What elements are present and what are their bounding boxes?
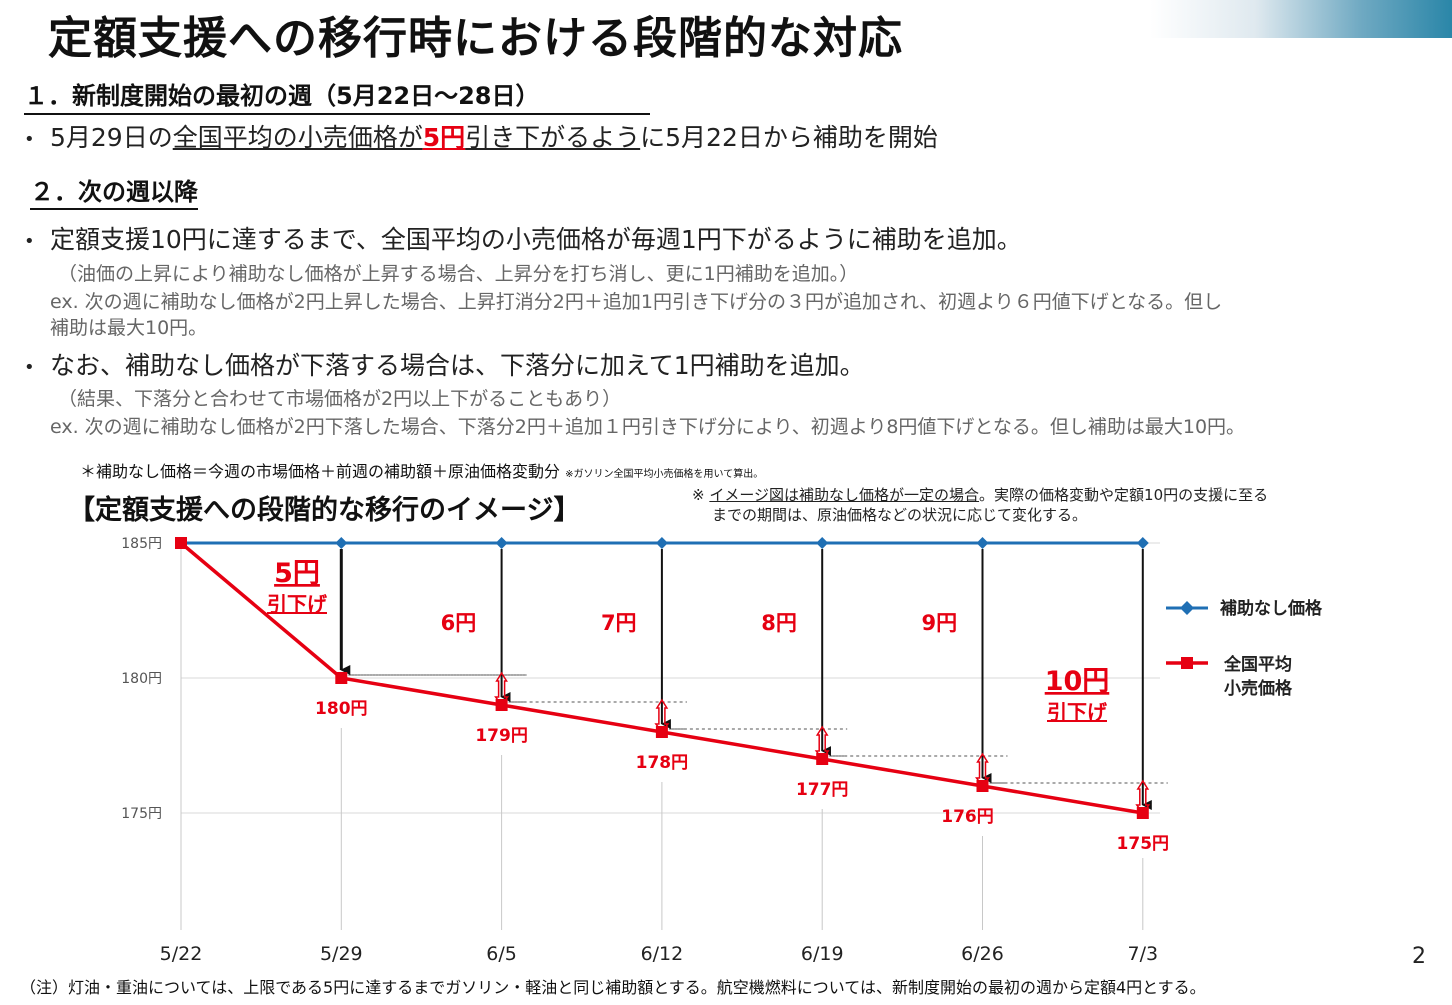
data-point-retail-price xyxy=(976,780,989,792)
bullet-text: 定額支援10円に達するまで、全国平均の小売価格が毎週1円下がるように補助を追加。 xyxy=(50,225,1022,254)
bullet-2-note-2: ex. 次の週に補助なし価格が2円下落した場合、下落分2円＋追加１円引き下げ分に… xyxy=(50,416,1246,438)
data-point-no-subsidy xyxy=(1136,537,1149,549)
formula-note: ＊補助なし価格＝今週の市場価格＋前週の補助額＋原油価格変動分 ※ガソリン全国平均… xyxy=(80,458,763,482)
data-point-no-subsidy xyxy=(655,537,668,549)
bullet-dot: • xyxy=(24,128,35,150)
section1-bullet: • 5月29日の全国平均の小売価格が5円引き下がるように5月22日から補助を開始 xyxy=(24,118,938,154)
y-tick-label: 180円 xyxy=(121,671,162,687)
legend-marker-retail-price xyxy=(1181,657,1193,669)
annotation-text-first-week: 引下げ xyxy=(267,592,328,616)
footer-note: （注）灯油・重油については、上限である5円に達するまでガソリン・軽油と同じ補助額… xyxy=(20,978,1206,997)
section2-heading: ２．次の週以降 xyxy=(30,172,198,210)
reduction-amount-label: 7円 xyxy=(601,611,637,635)
page-number: 2 xyxy=(1412,944,1426,969)
extra-subsidy-arrow-icon xyxy=(1135,779,1151,815)
section2-bullet-1: • 定額支援10円に達するまで、全国平均の小売価格が毎週1円下がるように補助を追加… xyxy=(24,220,1022,256)
x-tick-label: 7/3 xyxy=(1128,943,1159,965)
y-tick-label: 175円 xyxy=(121,806,162,822)
annotation-text-final: 引下げ xyxy=(1047,700,1108,724)
data-point-retail-price xyxy=(655,726,668,738)
extra-subsidy-arrow-icon xyxy=(494,671,510,707)
formula-small-note: ※ガソリン全国平均小売価格を用いて算出。 xyxy=(565,469,764,480)
bullet-text-2: 全国平均の小売価格が xyxy=(172,123,423,152)
page-title: 定額支援への移行時における段階的な対応 xyxy=(48,13,903,64)
annotation-amount-first-week: 5円 xyxy=(274,558,320,589)
legend-label-retail-price-2: 小売価格 xyxy=(1224,678,1293,699)
x-tick-label: 5/22 xyxy=(160,943,203,965)
x-tick-label: 6/5 xyxy=(486,943,517,965)
bullet-highlight-amount: 5円 xyxy=(422,123,466,152)
data-point-no-subsidy xyxy=(495,537,508,549)
data-label: 177円 xyxy=(796,780,849,800)
x-tick-label: 5/29 xyxy=(320,943,363,965)
reduction-amount-label: 8円 xyxy=(761,611,797,635)
bullet-text-4: 引き下がるよう xyxy=(465,123,641,152)
data-point-retail-price xyxy=(816,753,829,765)
bullet-dot: • xyxy=(24,356,35,378)
bullet-2-note-1: （結果、下落分と合わせて市場価格が2円以上下がることもあり） xyxy=(58,388,622,410)
chart-note-line-2: までの期間は、原油価格などの状況に応じて変化する。 xyxy=(712,506,1088,524)
header-gradient-bar xyxy=(1150,0,1452,38)
bullet-1-note-3: 補助は最大10円。 xyxy=(50,317,208,339)
data-point-retail-price xyxy=(335,672,348,684)
reduction-amount-label: 6円 xyxy=(441,611,477,635)
bullet-text: なお、補助なし価格が下落する場合は、下落分に加えて1円補助を追加。 xyxy=(50,351,865,380)
x-tick-label: 6/19 xyxy=(801,943,844,965)
data-label: 180円 xyxy=(315,699,368,719)
extra-subsidy-arrow-icon xyxy=(654,698,670,734)
chart-title: 【定額支援への段階的な移行のイメージ】 xyxy=(68,495,581,526)
legend-label-retail-price-1: 全国平均 xyxy=(1223,654,1292,675)
data-label: 176円 xyxy=(941,807,994,827)
extra-subsidy-arrow-icon xyxy=(814,725,830,761)
chart-note-rest: 。実際の価格変動や定額10円の支援に至る xyxy=(979,486,1269,504)
section1-heading: １．新制度開始の最初の週（5月22日～28日） xyxy=(24,76,650,115)
legend-marker-no-subsidy xyxy=(1180,601,1194,615)
formula-text: ＊補助なし価格＝今週の市場価格＋前週の補助額＋原油価格変動分 xyxy=(80,462,561,481)
legend-label-no-subsidy: 補助なし価格 xyxy=(1219,598,1323,619)
bullet-text-1: 5月29日の xyxy=(50,123,173,152)
chart-note-line-1: ※ イメージ図は補助なし価格が一定の場合。実際の価格変動や定額10円の支援に至る xyxy=(692,485,1268,505)
bullet-dot: • xyxy=(24,230,35,252)
data-label: 175円 xyxy=(1117,834,1170,854)
x-tick-label: 6/26 xyxy=(961,943,1004,965)
data-label: 178円 xyxy=(636,753,689,773)
reduction-amount-label: 9円 xyxy=(922,611,958,635)
bullet-1-note-1: （油価の上昇により補助なし価格が上昇する場合、上昇分を打ち消し、更に1円補助を追… xyxy=(58,263,859,285)
data-point-no-subsidy xyxy=(335,537,348,549)
data-label: 179円 xyxy=(475,726,528,746)
data-point-no-subsidy xyxy=(976,537,989,549)
extra-subsidy-arrow-icon xyxy=(975,752,990,788)
data-point-retail-price xyxy=(1136,807,1149,819)
bullet-1-note-2: ex. 次の週に補助なし価格が2円上昇した場合、上昇打消分2円＋追加1円引き下げ… xyxy=(50,291,1223,313)
data-point-retail-price xyxy=(175,537,187,549)
annotation-amount-final: 10円 xyxy=(1045,666,1110,697)
y-tick-label: 185円 xyxy=(121,536,162,552)
section2-bullet-2: • なお、補助なし価格が下落する場合は、下落分に加えて1円補助を追加。 xyxy=(24,346,865,382)
chart-note-prefix: ※ xyxy=(692,486,710,504)
chart-note: ※ イメージ図は補助なし価格が一定の場合。実際の価格変動や定額10円の支援に至る… xyxy=(692,485,1268,525)
data-point-no-subsidy xyxy=(816,537,829,549)
chart-note-underlined: イメージ図は補助なし価格が一定の場合 xyxy=(709,486,980,504)
x-tick-label: 6/12 xyxy=(641,943,684,965)
bullet-text-5: に5月22日から補助を開始 xyxy=(640,123,938,152)
data-point-retail-price xyxy=(495,699,508,711)
